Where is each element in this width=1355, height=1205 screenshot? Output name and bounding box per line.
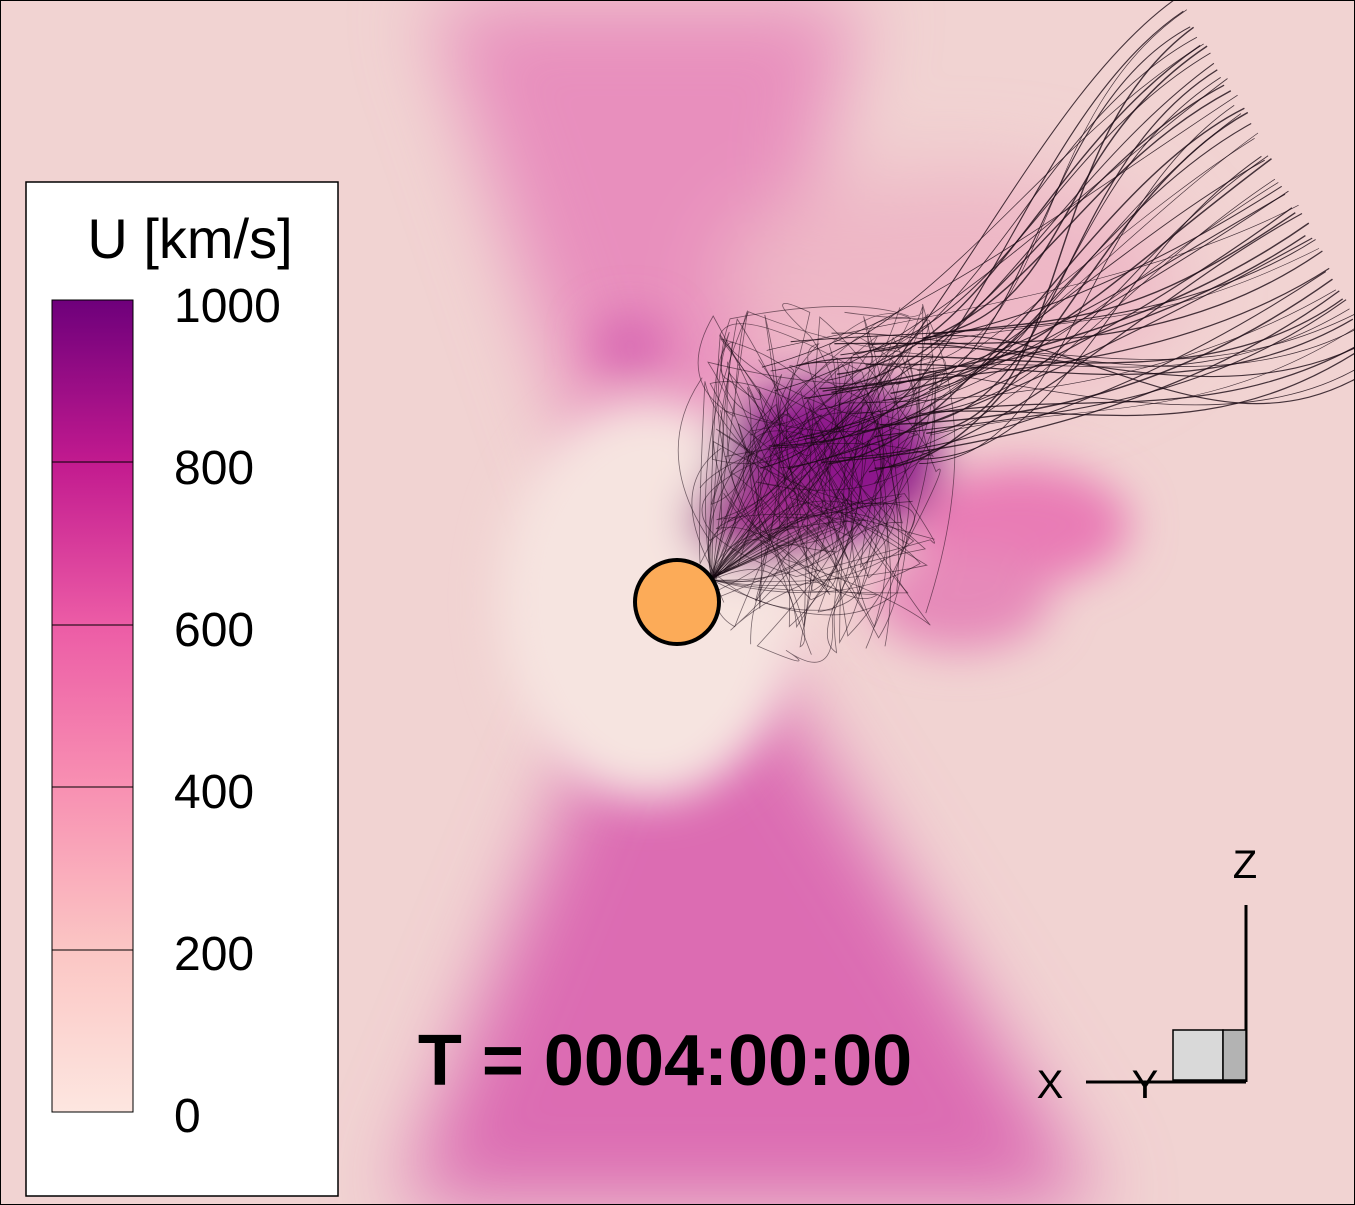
time-label: T = 0004:00:00 — [418, 1021, 912, 1101]
axis-cube-side — [1222, 1029, 1247, 1081]
legend-tick: 0 — [174, 1090, 201, 1143]
legend-title: U [km/s] — [87, 207, 292, 270]
colorbar-separators — [52, 461, 133, 951]
axis-cube-face — [1172, 1029, 1224, 1081]
south-stream-region — [400, 660, 1100, 1205]
legend-tick: 600 — [174, 604, 254, 657]
legend-tick: 800 — [174, 442, 254, 495]
axes-triad: Z X Y — [1037, 843, 1258, 1107]
sun-sphere — [633, 558, 721, 646]
axis-label-y: Y — [1132, 1063, 1159, 1107]
legend-tick: 200 — [174, 928, 254, 981]
color-legend: U [km/s] 1000 800 600 400 200 0 — [25, 181, 339, 1197]
magnetic-field-lines — [677, 0, 1355, 663]
legend-tick: 400 — [174, 766, 254, 819]
axis-label-z: Z — [1233, 843, 1257, 887]
legend-tick: 1000 — [174, 280, 281, 333]
axis-label-x: X — [1037, 1063, 1064, 1107]
colorbar — [51, 299, 134, 1113]
